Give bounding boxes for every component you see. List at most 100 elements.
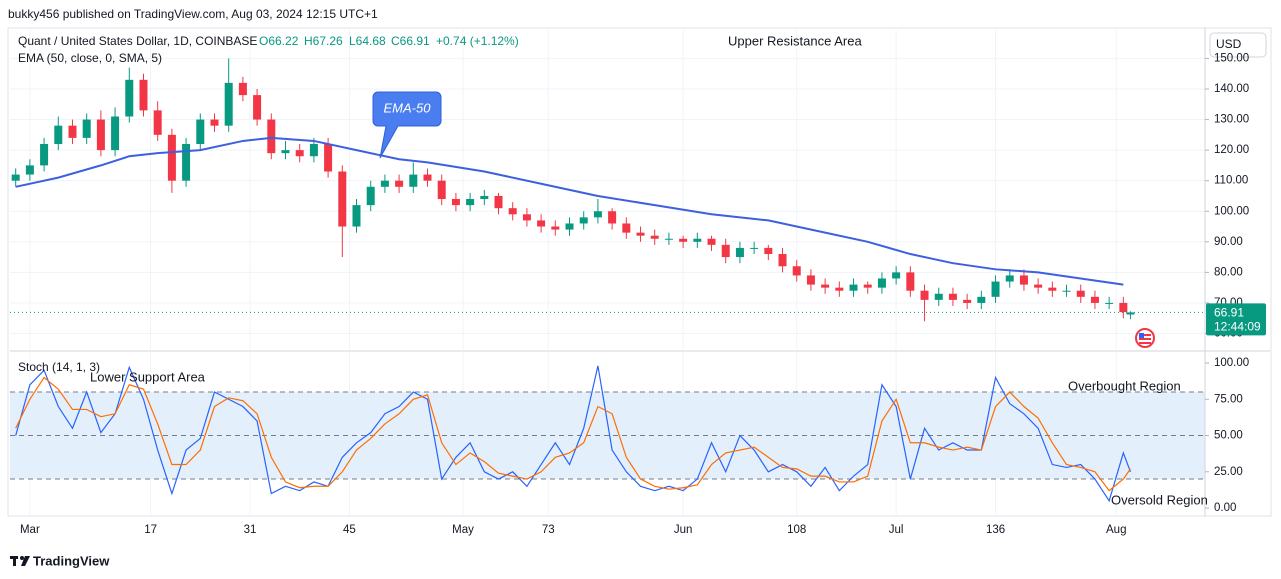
candle-body (593, 211, 602, 218)
candle-body (210, 119, 219, 126)
candle-body (224, 82, 233, 126)
footer-logo (10, 556, 30, 566)
candle-body (792, 266, 801, 276)
candle-body (295, 150, 304, 157)
y-tick-label: 100.00 (1214, 357, 1249, 369)
x-tick-label: Mar (20, 524, 40, 536)
ohlc-high: H67.26 (304, 34, 343, 48)
candle-body (409, 174, 418, 187)
candle-body (466, 199, 475, 206)
candle-body (934, 293, 943, 300)
x-tick-label: May (452, 524, 474, 536)
y-tick-label: 90.00 (1214, 236, 1243, 248)
ohlc-change: +0.74 (+1.12%) (436, 34, 519, 48)
x-tick-label: Jun (674, 524, 693, 536)
candle-body (1048, 287, 1057, 291)
candle-body (778, 254, 787, 267)
candle-body (750, 247, 759, 249)
indicator-legend: EMA (50, close, 0, SMA, 5) (18, 51, 162, 65)
x-tick-label: 73 (542, 524, 555, 536)
candle-body (707, 238, 716, 245)
symbol: Quant / United States Dollar, 1D, COINBA… (18, 34, 257, 48)
candle-body (395, 180, 404, 187)
y-tick-label: 100.00 (1214, 205, 1249, 217)
ohlc-open: O66.22 (259, 34, 299, 48)
publish-info: bukky456 published on TradingView.com, A… (8, 7, 378, 21)
flag-icon (1135, 328, 1155, 348)
y-tick-label: 50.00 (1214, 430, 1243, 442)
candle-body (54, 125, 63, 145)
ohlc-low: L64.68 (349, 34, 386, 48)
candle-body (608, 211, 617, 224)
candle-body (693, 238, 702, 242)
candle-body (11, 174, 20, 181)
candle-body (565, 223, 574, 230)
candle-body (764, 247, 773, 255)
candle-body (963, 299, 972, 303)
candle-body (920, 290, 929, 300)
x-tick-label: Jul (889, 524, 904, 536)
candle-body (451, 199, 460, 206)
candle-body (821, 284, 830, 288)
grid (10, 30, 1205, 515)
y-tick-label: 150.00 (1214, 52, 1249, 64)
candle-body (153, 110, 162, 135)
candle-body (366, 186, 375, 206)
candle-body (182, 144, 191, 181)
y-tick-label: 110.00 (1214, 175, 1248, 187)
candle-body (1019, 275, 1028, 285)
candle-body (735, 247, 744, 258)
candle-body (309, 144, 318, 157)
x-tick-label: 31 (244, 524, 257, 536)
candle-body (508, 208, 517, 215)
candle-body (835, 287, 844, 291)
candle-body (1034, 284, 1043, 288)
x-tick-label: 108 (787, 524, 806, 536)
candle-body (68, 125, 77, 138)
last-price-label: 66.91 (1214, 306, 1244, 320)
countdown: 12:44:09 (1214, 320, 1261, 334)
candle-body (991, 281, 1000, 297)
last-price-box (1206, 303, 1266, 336)
footer-brand: TradingView (33, 553, 110, 568)
currency-button[interactable] (1209, 32, 1267, 58)
x-tick-label: 17 (144, 524, 157, 536)
candle-body (267, 119, 276, 154)
candle-body (139, 79, 148, 111)
ema-line (15, 136, 1124, 286)
candle-body (196, 119, 205, 145)
candle-body (494, 195, 503, 209)
ema-callout-label: EMA-50 (384, 100, 432, 115)
ema-callout (372, 91, 442, 159)
y-tick-label: 25.00 (1214, 466, 1243, 478)
candle-body (111, 116, 120, 151)
x-tick-label: 136 (986, 524, 1005, 536)
candle-body (1005, 275, 1014, 282)
candle-body (877, 278, 886, 288)
candle-body (579, 217, 588, 224)
candle-body (906, 272, 915, 291)
candle-body (892, 272, 901, 279)
candle-body (650, 235, 659, 239)
candle-body (125, 79, 134, 117)
candle-body (1076, 290, 1085, 297)
x-tick-label: 45 (343, 524, 356, 536)
ohlc-close: C66.91 (391, 34, 430, 48)
candle-body (1105, 302, 1114, 304)
annotation: Lower Support Area (90, 369, 206, 384)
annotation: Overbought Region (1068, 378, 1181, 393)
candle-body (40, 144, 49, 166)
annotation: Upper Resistance Area (728, 33, 862, 48)
currency[interactable]: USD (1216, 37, 1242, 51)
candle-body (664, 238, 673, 240)
candle-body (253, 95, 262, 120)
candle-body (167, 134, 176, 181)
stoch-line (15, 365, 1132, 503)
candle-body (679, 238, 688, 242)
x-tick-label: Aug (1106, 524, 1126, 536)
candle-body (82, 119, 91, 138)
y-tick-label: 140.00 (1214, 83, 1249, 95)
candle-body (25, 165, 34, 175)
candle-body (622, 223, 631, 233)
